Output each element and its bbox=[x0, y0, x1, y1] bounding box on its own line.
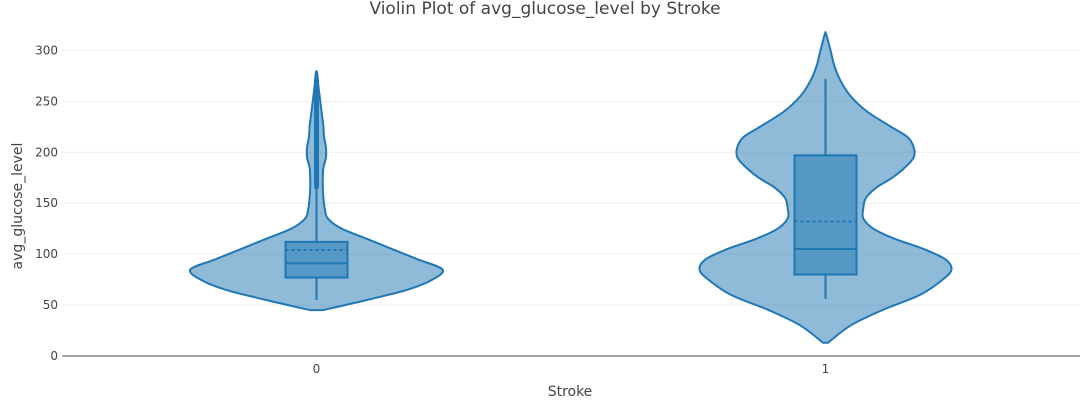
violin-group bbox=[188, 70, 445, 312]
y-axis-title: avg_glucose_level bbox=[10, 143, 26, 270]
y-tick-label: 150 bbox=[35, 196, 58, 210]
y-tick-label: 100 bbox=[35, 247, 58, 261]
y-tick-label: 250 bbox=[35, 94, 58, 108]
y-tick-label: 300 bbox=[35, 43, 58, 57]
x-tick-label: 1 bbox=[822, 362, 830, 376]
y-tick-label: 200 bbox=[35, 145, 58, 159]
violin-group bbox=[698, 31, 953, 344]
y-tick-label: 0 bbox=[50, 349, 58, 363]
box bbox=[284, 240, 349, 279]
y-tick-labels: 0 50 100 150 200 250 300 bbox=[35, 43, 58, 363]
y-tick-label: 50 bbox=[43, 298, 58, 312]
violins bbox=[188, 31, 953, 344]
x-axis-title: Stroke bbox=[548, 384, 593, 400]
chart-title: Violin Plot of avg_glucose_level by Stro… bbox=[369, 0, 720, 19]
box bbox=[793, 154, 858, 276]
x-tick-label: 0 bbox=[313, 362, 321, 376]
